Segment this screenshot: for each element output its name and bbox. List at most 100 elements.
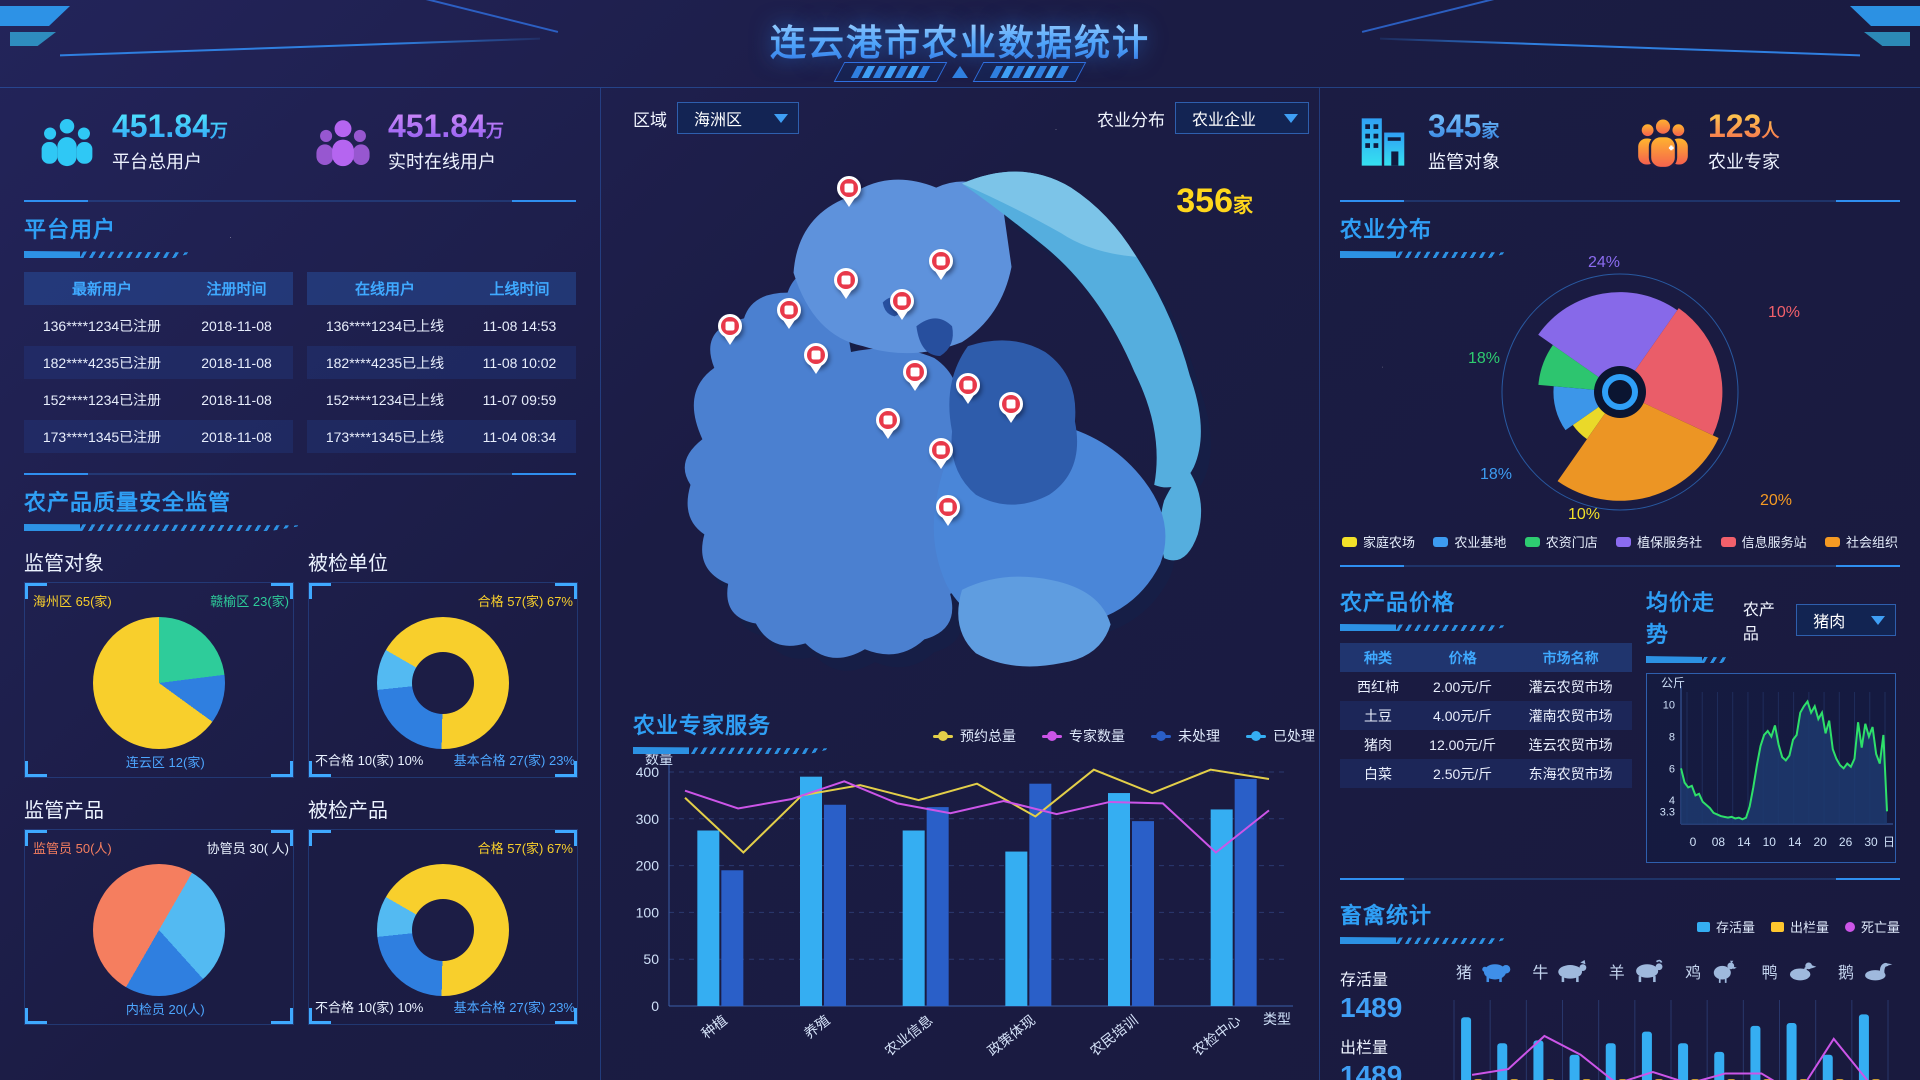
legend-item[interactable]: 植保服务社 xyxy=(1616,532,1702,551)
animal-tab-cattle[interactable]: 牛 xyxy=(1532,950,1588,992)
map-pin[interactable] xyxy=(836,176,861,200)
livestock-chart[interactable]: 010203040506070809101112 xyxy=(1444,992,1896,1080)
district-northwest[interactable] xyxy=(793,179,1012,354)
chart-title: 被检产品 xyxy=(308,800,388,822)
legend-item[interactable]: 家庭农场 xyxy=(1342,532,1415,551)
map-pin[interactable] xyxy=(803,343,828,368)
divider xyxy=(24,200,576,202)
region-select[interactable]: 海洲区 xyxy=(677,102,799,134)
map-pin[interactable] xyxy=(777,297,802,322)
livestock-body: 存活量 1489 出栏量 1489 死亡量 1456 猪 牛 羊 鸡 鸭 鹅 xyxy=(1340,948,1900,1080)
map-pin[interactable] xyxy=(929,248,954,273)
svg-text:0: 0 xyxy=(1690,835,1697,849)
animal-tabs: 猪 牛 羊 鸡 鸭 鹅 xyxy=(1444,948,1900,992)
left-stats: 451.84万 平台总用户 451.84万 实时在线用户 xyxy=(24,94,576,190)
legend-swatch xyxy=(1770,921,1784,932)
livestock-main: 猪 牛 羊 鸡 鸭 鹅 010203040506070809101112 xyxy=(1444,948,1900,1080)
pin-glyph xyxy=(784,305,794,314)
map-pin[interactable] xyxy=(902,359,927,384)
legend-item[interactable]: 存活量 xyxy=(1696,917,1755,936)
table-row: 173****1345已注册 2018-11-08 xyxy=(24,420,293,453)
table-row: 182****4235已上线 11-08 10:02 xyxy=(307,346,576,379)
svg-text:8: 8 xyxy=(1669,732,1675,744)
map-pin[interactable] xyxy=(718,313,742,338)
divider xyxy=(24,473,576,475)
map-pin[interactable] xyxy=(889,289,914,314)
stat-value: 451.84万 xyxy=(388,108,504,145)
trend-product-select[interactable]: 猪肉 xyxy=(1796,604,1896,636)
map-area: 356家 xyxy=(601,142,1319,698)
rose-pct-label: 20% xyxy=(1760,492,1793,509)
latest-users-table: 最新用户 注册时间 136****1234已注册 2018-11-08 182**… xyxy=(24,272,293,457)
map-pin[interactable] xyxy=(833,267,858,292)
online-users-table: 在线用户 上线时间 136****1234已上线 11-08 14:53 182*… xyxy=(307,272,576,457)
legend-label: 农业基地 xyxy=(1454,535,1507,550)
svg-text:100: 100 xyxy=(636,904,660,920)
header-decoration-left xyxy=(0,0,560,62)
distribution-rose-chart[interactable] xyxy=(1440,258,1800,526)
legend-item[interactable]: 农业基地 xyxy=(1433,532,1506,551)
distribution-select[interactable]: 农业企业 xyxy=(1175,102,1309,134)
animal-tab-duck[interactable]: 鸭 xyxy=(1762,950,1818,992)
district-coast-light[interactable] xyxy=(961,171,1137,257)
table-row: 173****1345已上线 11-04 08:34 xyxy=(307,420,576,453)
district-south[interactable] xyxy=(958,576,1111,667)
lake-patch xyxy=(916,318,953,357)
legend-item[interactable]: 死亡量 xyxy=(1844,917,1900,936)
legend-item[interactable]: 预约总量 xyxy=(933,726,1016,746)
svg-text:农民培训: 农民培训 xyxy=(1087,1012,1141,1059)
map-pin[interactable] xyxy=(935,494,960,519)
distribution-label: 农业分布 xyxy=(1097,110,1165,130)
district-east-tail[interactable] xyxy=(1160,468,1202,561)
column-header: 上线时间 xyxy=(489,281,550,298)
animal-tab-pig[interactable]: 猪 xyxy=(1456,950,1512,992)
legend-item[interactable]: 出栏量 xyxy=(1770,917,1829,936)
donut-chart[interactable] xyxy=(377,617,509,749)
animal-tab-goose[interactable]: 鹅 xyxy=(1838,950,1894,992)
rose-pct-label: 18% xyxy=(1480,466,1513,483)
pie-chart-card[interactable]: 监管员 50(人) 协管员 30( 人) 内检员 20(人) xyxy=(24,829,294,1025)
expert-legend: 预约总量 专家数量 未处理 已处理 xyxy=(933,726,1315,746)
legend-item[interactable]: 社会组织 xyxy=(1824,532,1898,551)
table-header: 最新用户 注册时间 xyxy=(24,272,293,305)
map-count: 356家 xyxy=(1176,182,1253,220)
legend-item[interactable]: 未处理 xyxy=(1151,726,1220,746)
table-row: 136****1234已上线 11-08 14:53 xyxy=(325,317,557,334)
chevron-down-icon xyxy=(1284,113,1298,123)
map-pin[interactable] xyxy=(998,392,1023,416)
map-pin[interactable] xyxy=(955,373,980,398)
animal-tab-chicken[interactable]: 鸡 xyxy=(1685,950,1741,992)
legend-item[interactable]: 信息服务站 xyxy=(1720,532,1807,551)
price-trend-chart[interactable]: 10 8 6 43.3 公斤 0 08 14 10 14 20 26 30 日期 xyxy=(1646,673,1907,863)
pie-chart-card[interactable]: 合格 57(家) 67% 不合格 10(家) 10% 基本合格 27(家) 23… xyxy=(308,829,578,1025)
pie-chart[interactable] xyxy=(93,617,225,749)
pie-chart-card[interactable]: 海州区 65(家) 赣榆区 23(家) 连云区 12(家) xyxy=(24,582,294,778)
cattle-icon xyxy=(1558,959,1587,983)
section-title-quality: 农产品质量安全监管 xyxy=(24,490,232,515)
donut-chart[interactable] xyxy=(377,864,509,996)
pie-chart-card[interactable]: 合格 57(家) 67% 不合格 10(家) 10% 基本合格 27(家) 23… xyxy=(308,582,578,778)
animal-tab-sheep[interactable]: 羊 xyxy=(1609,950,1665,992)
table-row: 136****1234已注册 2018-11-08 xyxy=(42,317,272,334)
map-pin[interactable] xyxy=(929,437,954,462)
legend-item[interactable]: 已处理 xyxy=(1246,726,1315,746)
title-decoration xyxy=(1340,624,1510,631)
svg-text:10: 10 xyxy=(1763,835,1777,849)
legend-item[interactable]: 农资门店 xyxy=(1524,532,1598,551)
svg-text:300: 300 xyxy=(636,811,660,827)
stat-online-users: 451.84万 实时在线用户 xyxy=(300,110,576,174)
rose-pct-label: 10% xyxy=(1768,304,1801,321)
region-control: 区域 海洲区 xyxy=(633,102,799,134)
svg-text:公斤: 公斤 xyxy=(1661,676,1685,690)
pin-glyph xyxy=(841,275,850,285)
map-pin[interactable] xyxy=(876,408,901,433)
pie-label: 不合格 10(家) 10% xyxy=(315,753,424,768)
chart-supervision-objects: 监管对象 海州区 65(家) 赣榆区 23(家) 连云区 12(家) xyxy=(24,541,294,778)
pie-chart[interactable] xyxy=(93,864,225,996)
svg-text:3.3: 3.3 xyxy=(1660,806,1675,818)
legend-label: 已处理 xyxy=(1273,728,1315,744)
legend-item[interactable]: 专家数量 xyxy=(1042,726,1125,746)
legend-label: 家庭农场 xyxy=(1363,535,1416,550)
svg-text:6: 6 xyxy=(1669,763,1675,775)
